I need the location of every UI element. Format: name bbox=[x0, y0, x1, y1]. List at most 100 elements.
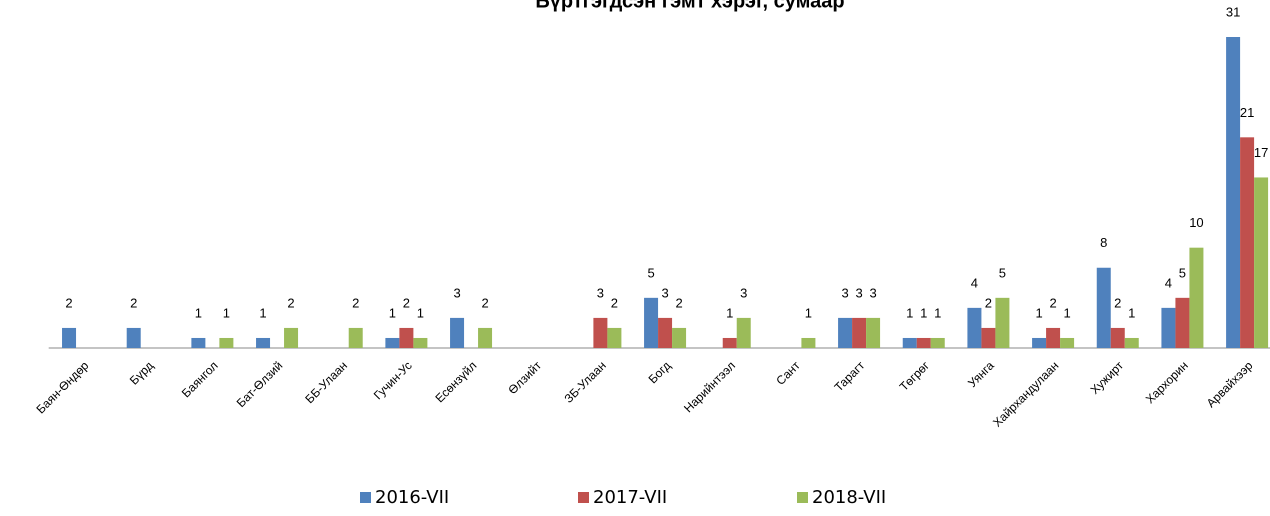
bar bbox=[967, 307, 982, 348]
legend-label: 2017-VII bbox=[593, 487, 667, 508]
bar bbox=[1060, 337, 1075, 348]
data-label: 3 bbox=[855, 285, 862, 300]
data-label: 2 bbox=[287, 295, 294, 310]
x-tick-label: Хайрхандулаан bbox=[990, 358, 1061, 429]
data-label: 4 bbox=[1165, 275, 1172, 290]
bar bbox=[1046, 327, 1061, 348]
x-tick-label: Хужирт bbox=[1088, 358, 1127, 397]
data-label: 1 bbox=[259, 305, 266, 320]
bar bbox=[1175, 297, 1190, 348]
x-tick-label: ЗБ-Улаан bbox=[561, 358, 608, 405]
data-label: 1 bbox=[906, 305, 913, 320]
data-label: 5 bbox=[999, 265, 1006, 280]
x-tick-label: Бат-Өлзий bbox=[234, 358, 286, 410]
data-label: 1 bbox=[1128, 305, 1135, 320]
x-tick-label: Тарагт bbox=[832, 358, 868, 394]
bar bbox=[838, 317, 853, 348]
bar bbox=[1226, 37, 1241, 348]
bar bbox=[981, 327, 996, 348]
data-label: 2 bbox=[65, 295, 72, 310]
bar bbox=[256, 337, 271, 348]
legend-swatch bbox=[578, 492, 589, 503]
data-label: 3 bbox=[740, 285, 747, 300]
bar bbox=[219, 337, 234, 348]
data-label: 31 bbox=[1226, 4, 1240, 19]
data-label: 1 bbox=[934, 305, 941, 320]
bar bbox=[1096, 267, 1111, 348]
bar bbox=[607, 327, 622, 348]
data-label: 3 bbox=[453, 285, 460, 300]
data-label: 2 bbox=[611, 295, 618, 310]
x-tick-label: Гучин-Ус bbox=[371, 358, 415, 402]
x-tick-label: Баян-Өндөр bbox=[33, 358, 91, 416]
data-label: 3 bbox=[869, 285, 876, 300]
data-label: 5 bbox=[647, 265, 654, 280]
bar bbox=[1110, 327, 1125, 348]
bar bbox=[478, 327, 493, 348]
bar bbox=[722, 337, 737, 348]
data-label: 5 bbox=[1179, 265, 1186, 280]
x-tick-label: Хархорин bbox=[1143, 358, 1191, 406]
bar bbox=[413, 337, 428, 348]
data-label: 8 bbox=[1100, 235, 1107, 250]
bar bbox=[866, 317, 881, 348]
x-tick-label: Бүрд bbox=[127, 358, 156, 387]
data-label: 10 bbox=[1189, 215, 1203, 230]
data-label: 2 bbox=[481, 295, 488, 310]
bar bbox=[62, 327, 77, 348]
data-label: 2 bbox=[985, 295, 992, 310]
bar bbox=[1032, 337, 1047, 348]
bar bbox=[284, 327, 299, 348]
bar bbox=[450, 317, 465, 348]
bar bbox=[736, 317, 751, 348]
bar bbox=[916, 337, 931, 348]
data-label: 1 bbox=[726, 305, 733, 320]
bar bbox=[995, 297, 1010, 348]
bar bbox=[399, 327, 414, 348]
bar bbox=[672, 327, 687, 348]
x-tick-label: Нарийнтээл bbox=[681, 358, 738, 415]
data-label: 2 bbox=[675, 295, 682, 310]
x-tick-label: Есөнзүйл bbox=[432, 358, 479, 405]
data-label: 17 bbox=[1254, 145, 1268, 160]
data-label: 1 bbox=[1035, 305, 1042, 320]
data-label: 3 bbox=[661, 285, 668, 300]
bar bbox=[1161, 307, 1176, 348]
bar bbox=[593, 317, 608, 348]
chart-title: Бүртгэгдсэн гэмт хэрэг, сумаар bbox=[535, 0, 844, 12]
x-tick-label: Сант bbox=[773, 358, 803, 388]
bar bbox=[1124, 337, 1139, 348]
bar bbox=[658, 317, 673, 348]
x-tick-label: Өлзийт bbox=[505, 358, 544, 397]
legend-label: 2016-VII bbox=[375, 487, 449, 508]
bar bbox=[930, 337, 945, 348]
bar bbox=[1240, 137, 1255, 348]
data-label: 1 bbox=[389, 305, 396, 320]
data-label: 1 bbox=[223, 305, 230, 320]
x-tick-label: Богд bbox=[646, 358, 674, 386]
legend-swatch bbox=[797, 492, 808, 503]
bar bbox=[1254, 177, 1269, 348]
x-tick-label: Уянга bbox=[965, 358, 997, 390]
x-tick-label: ББ-Улаан bbox=[302, 358, 350, 406]
data-label: 2 bbox=[1114, 295, 1121, 310]
bar bbox=[126, 327, 141, 348]
data-label: 1 bbox=[920, 305, 927, 320]
x-tick-label: Арвайхээр bbox=[1204, 358, 1256, 410]
data-label: 2 bbox=[403, 295, 410, 310]
data-label: 2 bbox=[1049, 295, 1056, 310]
data-label: 2 bbox=[130, 295, 137, 310]
data-label: 1 bbox=[805, 305, 812, 320]
legend-swatch bbox=[360, 492, 371, 503]
bar bbox=[852, 317, 867, 348]
data-label: 3 bbox=[841, 285, 848, 300]
bar bbox=[191, 337, 206, 348]
data-label: 3 bbox=[597, 285, 604, 300]
bar bbox=[1189, 247, 1204, 348]
legend-label: 2018-VII bbox=[812, 487, 886, 508]
bar bbox=[385, 337, 400, 348]
bar bbox=[644, 297, 659, 348]
bar bbox=[801, 337, 816, 348]
x-tick-label: Төгрөг bbox=[897, 358, 933, 394]
